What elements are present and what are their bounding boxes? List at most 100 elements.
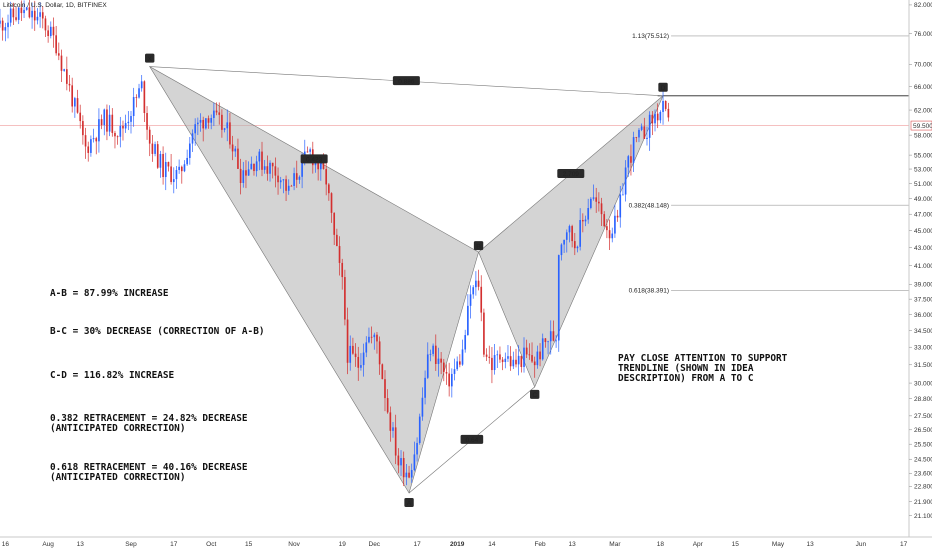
candle-body-2018-08-03[interactable] (52, 26, 55, 36)
candle-body-2019-01-15[interactable] (493, 355, 496, 371)
candle-body-2019-01-13[interactable] (488, 356, 491, 358)
candle-body-2018-08-28[interactable] (119, 125, 122, 137)
candle-body-2018-11-23[interactable] (352, 345, 354, 354)
candle-body-2018-10-05[interactable] (221, 114, 223, 130)
candle-body-2018-08-12[interactable] (76, 98, 79, 113)
candle-body-2019-03-14[interactable] (648, 114, 651, 138)
candle-body-2018-08-06[interactable] (60, 55, 63, 71)
candle-body-2018-10-15[interactable] (247, 169, 250, 176)
candle-body-2019-01-27[interactable] (525, 347, 528, 355)
candle-body-2018-10-10[interactable] (234, 148, 237, 152)
candle-body-2018-12-30[interactable] (450, 373, 453, 387)
candle-body-2018-11-06[interactable] (306, 151, 309, 153)
candle-body-2019-02-08[interactable] (557, 255, 560, 341)
candle-body-2018-08-23[interactable] (106, 109, 108, 132)
candle-body-2019-02-26[interactable] (606, 226, 608, 231)
candle-body-2018-12-27[interactable] (442, 362, 445, 373)
candle-body-2018-10-25[interactable] (274, 166, 277, 176)
candle-body-2018-11-27[interactable] (362, 352, 365, 366)
candle-body-2018-07-19[interactable] (12, 8, 15, 18)
candle-body-2018-10-24[interactable] (271, 162, 274, 167)
candle-body-2019-02-01[interactable] (539, 351, 541, 360)
candle-body-2019-01-18[interactable] (501, 359, 504, 363)
candle-body-2018-09-10[interactable] (154, 144, 156, 154)
candle-body-2018-07-24[interactable] (25, 7, 28, 10)
candle-body-2018-09-28[interactable] (202, 119, 205, 129)
candle-body-2018-11-20[interactable] (344, 277, 346, 320)
candle-body-2019-02-20[interactable] (590, 198, 592, 208)
candle-body-2019-02-03[interactable] (544, 338, 547, 343)
candle-body-2018-07-15[interactable] (1, 20, 4, 31)
candle-body-2018-09-09[interactable] (151, 143, 154, 154)
candle-body-2018-09-22[interactable] (186, 157, 188, 165)
candle-body-2018-09-03[interactable] (135, 97, 138, 98)
candle-body-2018-09-12[interactable] (159, 153, 162, 168)
candle-body-2019-01-14[interactable] (491, 357, 493, 371)
candle-body-2018-11-11[interactable] (319, 161, 322, 170)
candle-body-2018-11-15[interactable] (330, 193, 333, 213)
candle-body-2018-11-07[interactable] (309, 149, 311, 152)
candle-body-2018-11-02[interactable] (295, 173, 298, 180)
candle-body-2018-09-07[interactable] (146, 113, 148, 130)
candle-body-2019-03-13[interactable] (646, 137, 648, 139)
candle-body-2018-07-31[interactable] (44, 18, 47, 31)
candle-body-2018-07-28[interactable] (36, 16, 39, 21)
candle-body-2018-12-23[interactable] (432, 345, 434, 354)
candle-body-2018-10-07[interactable] (226, 122, 229, 129)
candle-body-2018-11-16[interactable] (333, 212, 336, 235)
candle-body-2018-08-14[interactable] (82, 121, 84, 136)
candle-body-2019-02-10[interactable] (563, 239, 565, 245)
candle-body-2018-09-04[interactable] (138, 88, 140, 98)
candle-body-2018-11-05[interactable] (303, 151, 306, 157)
candle-body-2018-08-31[interactable] (127, 121, 130, 124)
candle-body-2018-12-25[interactable] (437, 358, 440, 364)
candle-body-2019-01-02[interactable] (459, 361, 461, 365)
candle-body-2018-08-25[interactable] (111, 114, 114, 133)
candle-body-2018-10-31[interactable] (290, 185, 293, 187)
candle-body-2018-09-26[interactable] (197, 122, 199, 125)
candle-body-2019-01-05[interactable] (467, 305, 469, 336)
candle-body-2018-09-11[interactable] (156, 144, 159, 168)
candle-body-2019-02-16[interactable] (579, 220, 581, 247)
candle-body-2019-02-21[interactable] (592, 197, 595, 199)
candle-body-2019-03-10[interactable] (638, 129, 640, 138)
price-axis[interactable]: 82.000 76.000 70.000 66.000 62.000 58.000 55.0… (909, 2, 932, 520)
candle-body-2018-08-01[interactable] (47, 30, 49, 37)
candle-body-2018-12-09[interactable] (394, 427, 397, 456)
candle-body-2019-03-01[interactable] (614, 215, 616, 234)
candle-body-2018-09-05[interactable] (140, 81, 143, 89)
candle-body-2018-11-28[interactable] (365, 342, 368, 353)
candle-body-2019-01-03[interactable] (461, 349, 464, 365)
candle-body-2019-02-22[interactable] (595, 197, 598, 202)
candle-body-2018-08-02[interactable] (49, 26, 52, 37)
candle-body-2018-12-29[interactable] (448, 373, 450, 387)
bcd-triangle[interactable] (478, 95, 664, 388)
candle-body-2018-08-19[interactable] (95, 138, 98, 142)
candle-body-2018-12-19[interactable] (421, 397, 424, 417)
candle-body-2018-12-08[interactable] (392, 427, 394, 431)
candle-body-2019-01-31[interactable] (536, 351, 539, 366)
candle-body-2019-03-06[interactable] (627, 156, 630, 168)
candle-body-2019-01-01[interactable] (456, 361, 459, 370)
candle-body-2019-03-21[interactable] (667, 108, 670, 118)
candle-body-2019-03-09[interactable] (635, 137, 638, 138)
candle-body-2018-12-13[interactable] (405, 472, 408, 478)
candle-body-2019-02-06[interactable] (552, 331, 555, 341)
candle-body-2019-01-22[interactable] (512, 359, 515, 367)
candle-body-2018-12-07[interactable] (389, 412, 392, 431)
candle-body-2019-02-24[interactable] (600, 203, 603, 215)
candle-body-2018-11-14[interactable] (328, 184, 330, 194)
candle-body-2019-02-25[interactable] (603, 214, 606, 227)
candle-body-2019-01-20[interactable] (507, 356, 509, 359)
candle-body-2018-10-29[interactable] (285, 179, 287, 191)
candle-body-2018-12-02[interactable] (376, 334, 378, 342)
candle-body-2019-03-08[interactable] (632, 137, 635, 163)
candle-body-2019-01-30[interactable] (533, 361, 536, 366)
candle-body-2018-08-27[interactable] (116, 136, 119, 138)
candle-body-2018-10-20[interactable] (261, 151, 263, 170)
candle-body-2018-09-14[interactable] (164, 161, 167, 178)
candle-body-2018-11-10[interactable] (317, 160, 319, 170)
candle-body-2018-11-13[interactable] (325, 169, 327, 185)
candle-body-2018-12-04[interactable] (381, 364, 384, 380)
candle-body-2018-11-19[interactable] (341, 262, 344, 278)
